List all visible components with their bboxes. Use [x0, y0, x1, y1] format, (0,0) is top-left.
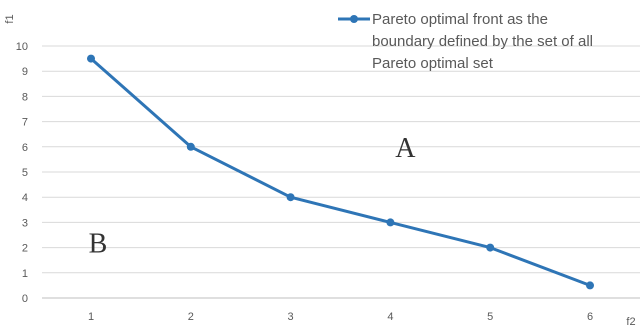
- region-label-a: A: [395, 133, 416, 164]
- axes: 0 1 2 3 4 5 6 7 8 9 10 1 2 3 4 5 6: [16, 41, 640, 323]
- series-line-0: [89, 57, 592, 287]
- data-point-4: [386, 218, 395, 227]
- y-tick-label-10: 10: [16, 41, 28, 53]
- y-tick-label-1: 1: [22, 268, 28, 280]
- y-tick-label-5: 5: [22, 167, 28, 179]
- y-tick-label-7: 7: [22, 117, 28, 129]
- y-tick-label-0: 0: [22, 293, 28, 305]
- annotations: AB: [89, 133, 417, 260]
- gridlines: [42, 45, 640, 274]
- y-tick-label-4: 4: [22, 192, 28, 204]
- data-point-3: [286, 193, 295, 202]
- y-tick-label-2: 2: [22, 243, 28, 255]
- y-tick-label-9: 9: [22, 66, 28, 78]
- data-point-6: [586, 281, 594, 290]
- series-layer: [87, 54, 594, 290]
- data-point-1: [87, 54, 95, 63]
- legend-marker: [350, 15, 358, 23]
- x-tick-label-6: 6: [587, 311, 593, 323]
- data-point-2: [186, 142, 195, 151]
- legend-text-line-1: Pareto optimal front as the: [372, 11, 548, 28]
- x-tick-label-5: 5: [487, 311, 493, 323]
- x-tick-label-3: 3: [288, 311, 294, 323]
- legend-text-line-3: Pareto optimal set: [372, 55, 494, 72]
- y-tick-label-8: 8: [22, 91, 28, 103]
- y-tick-label-3: 3: [22, 217, 28, 229]
- region-label-b: B: [89, 229, 108, 260]
- x-tick-label-2: 2: [188, 311, 194, 323]
- legend-text-line-2: boundary defined by the set of all: [372, 33, 593, 50]
- x-tick-label-1: 1: [88, 311, 94, 323]
- x-axis-title: f2: [626, 316, 635, 328]
- y-axis-title: f1: [4, 14, 16, 23]
- x-tick-label-4: 4: [387, 311, 393, 323]
- legend: Pareto optimal front as the boundary defi…: [338, 11, 593, 72]
- data-point-5: [486, 243, 495, 252]
- y-tick-label-6: 6: [22, 142, 28, 154]
